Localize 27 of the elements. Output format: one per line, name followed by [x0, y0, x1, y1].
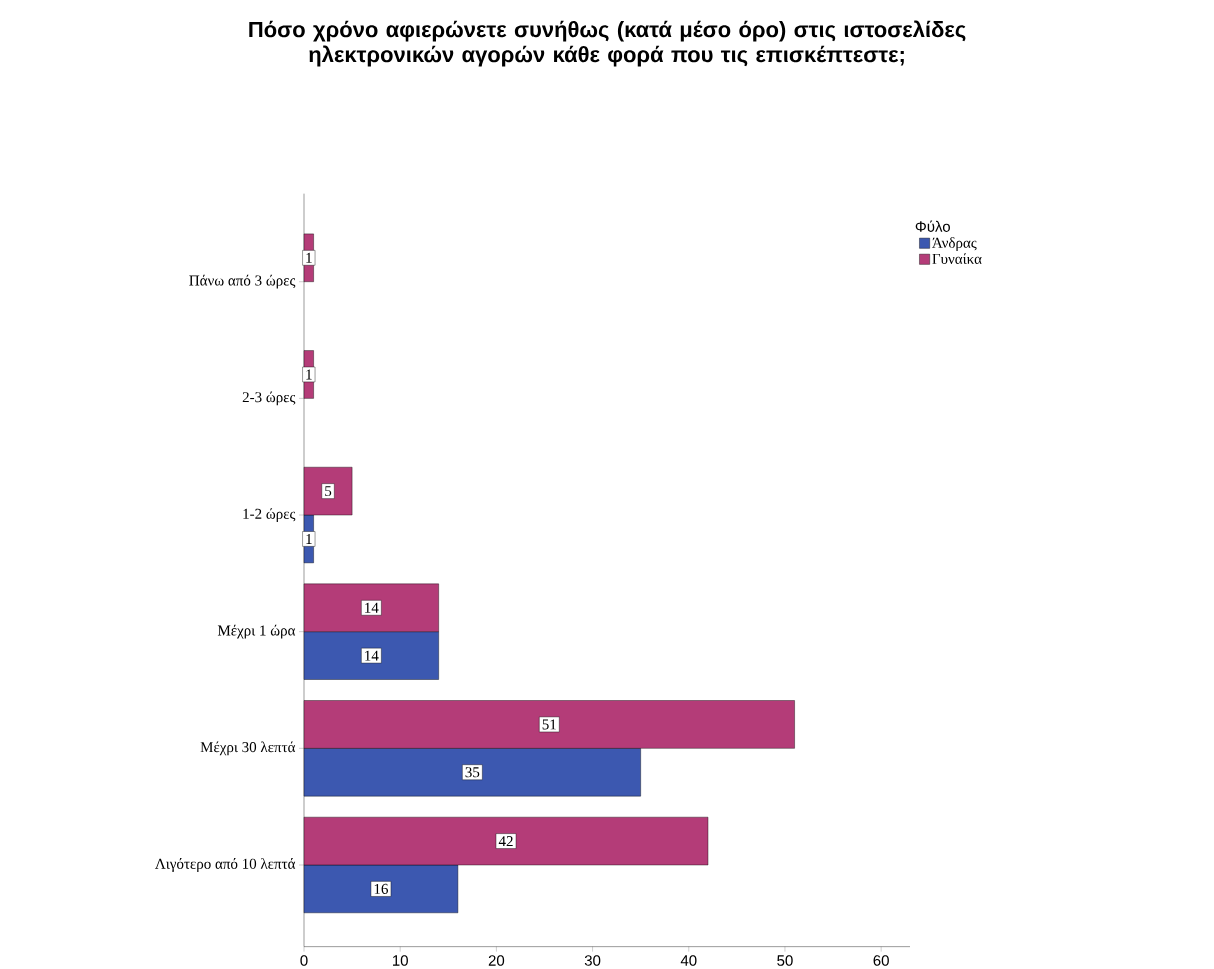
- y-tick-label: Μέχρι 1 ώρα: [217, 624, 296, 639]
- x-tick-label: 30: [584, 955, 601, 966]
- data-label: 16: [374, 883, 389, 894]
- data-label: 35: [465, 767, 480, 778]
- x-tick-label: 0: [300, 955, 308, 966]
- y-tick-label: Λιγότερο από 10 λεπτά: [155, 858, 296, 872]
- x-tick-label: 40: [680, 955, 697, 966]
- chart-title: Πόσο χρόνο αφιερώνετε συνήθως (κατά μέσο όρο) στις ιστοσελίδες ηλεκτρονικών αγορών κάθε φορά που τις επισκέπτεστε;: [249, 20, 966, 67]
- data-label: 51: [542, 719, 556, 730]
- data-label: 1: [306, 533, 312, 544]
- legend-title: Φύλο: [915, 220, 950, 232]
- data-label: 14: [365, 650, 379, 661]
- x-tick-label: 10: [393, 955, 408, 966]
- data-label: 1: [306, 252, 312, 263]
- y-tick-label: 2-3 ώρες: [242, 391, 296, 406]
- data-label: 1: [306, 369, 312, 380]
- data-label: 42: [498, 836, 513, 846]
- x-tick-label: 50: [777, 955, 793, 966]
- data-label: 5: [325, 486, 332, 497]
- x-tick-label: 60: [873, 955, 889, 966]
- x-tick-label: 20: [488, 955, 505, 966]
- legend-label: Άνδρας: [932, 237, 977, 251]
- y-tick-label: Πάνω από 3 ώρες: [189, 274, 296, 289]
- data-label: 14: [365, 602, 379, 613]
- y-tick-label: 1-2 ώρες: [243, 508, 296, 522]
- y-tick-label: Μέχρι 30 λεπτά: [200, 741, 296, 756]
- legend-label: Γυναίκα: [932, 253, 982, 264]
